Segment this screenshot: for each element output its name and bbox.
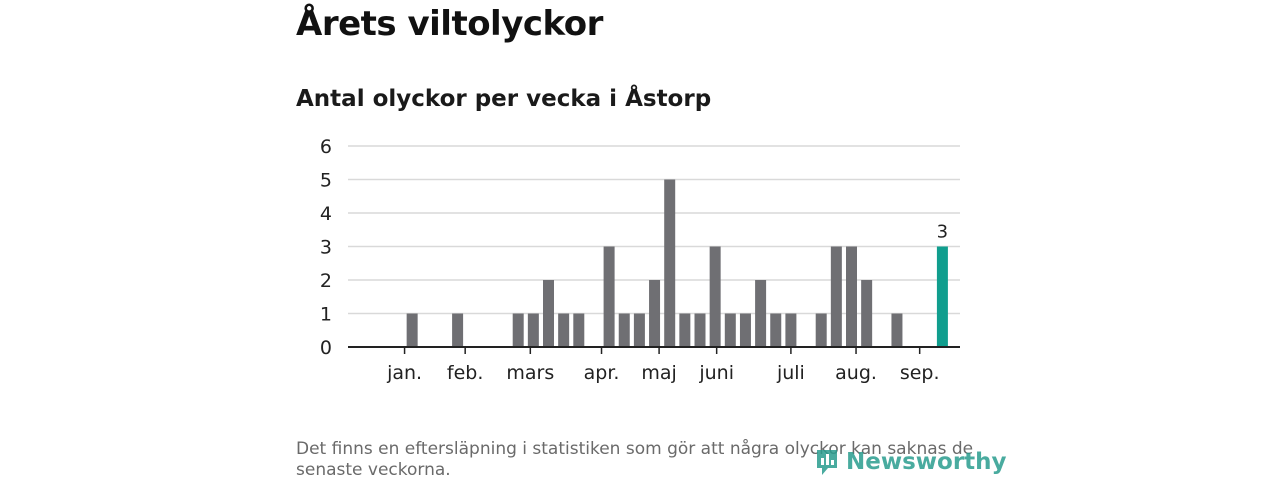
bar bbox=[618, 313, 630, 347]
bar bbox=[406, 313, 418, 347]
bar bbox=[861, 280, 873, 347]
y-tick-label: 2 bbox=[320, 270, 332, 292]
weekly-accidents-bar-chart: 0 1 2 3 4 5 6 3 jan. feb. mars apr. maj juni juli aug. s… bbox=[320, 136, 960, 384]
bar bbox=[891, 313, 903, 347]
x-tick-label: mars bbox=[506, 362, 554, 384]
bar bbox=[709, 246, 721, 347]
footnote: Det finns en eftersläpning i statistiken… bbox=[296, 439, 974, 480]
bar bbox=[739, 313, 751, 347]
bar bbox=[573, 313, 585, 347]
bar bbox=[770, 313, 782, 347]
bar bbox=[785, 313, 797, 347]
bar bbox=[755, 280, 767, 347]
bar bbox=[452, 313, 464, 347]
bar bbox=[603, 246, 615, 347]
bar bbox=[512, 313, 524, 347]
chart-subtitle: Antal olyckor per vecka i Åstorp bbox=[296, 86, 712, 112]
data-label: 3 bbox=[937, 222, 948, 243]
x-tick-label: feb. bbox=[447, 362, 483, 384]
newsworthy-logo-icon bbox=[817, 450, 837, 475]
y-tick-label: 5 bbox=[320, 170, 332, 192]
x-tick-label: maj bbox=[641, 362, 676, 384]
y-tick-label: 3 bbox=[320, 237, 332, 259]
x-tick-label: sep. bbox=[900, 362, 940, 384]
bar bbox=[679, 313, 691, 347]
y-tick-label: 6 bbox=[320, 136, 332, 158]
x-tick-label: apr. bbox=[584, 362, 620, 384]
y-tick-label: 4 bbox=[320, 203, 332, 225]
bar bbox=[558, 313, 570, 347]
bar bbox=[543, 280, 554, 347]
bar bbox=[846, 246, 857, 347]
x-tick-label: juli bbox=[776, 362, 805, 384]
newsworthy-logo: Newsworthy bbox=[814, 446, 1007, 478]
y-tick-label: 0 bbox=[320, 337, 332, 359]
bar bbox=[830, 246, 842, 347]
y-tick-label: 1 bbox=[320, 304, 332, 326]
x-tick-label: juni bbox=[698, 362, 734, 384]
bar bbox=[694, 313, 706, 347]
bar bbox=[649, 280, 661, 347]
chart-title: Årets viltolyckor bbox=[296, 4, 603, 44]
bar bbox=[527, 313, 539, 347]
bar bbox=[664, 179, 676, 347]
bar bbox=[633, 313, 645, 347]
x-tick-label: aug. bbox=[835, 362, 877, 384]
bar bbox=[815, 313, 827, 347]
x-tick-label: jan. bbox=[386, 362, 422, 384]
logo-text: Newsworthy bbox=[846, 449, 1007, 475]
highlighted-bar bbox=[936, 246, 948, 347]
bar bbox=[724, 313, 736, 347]
